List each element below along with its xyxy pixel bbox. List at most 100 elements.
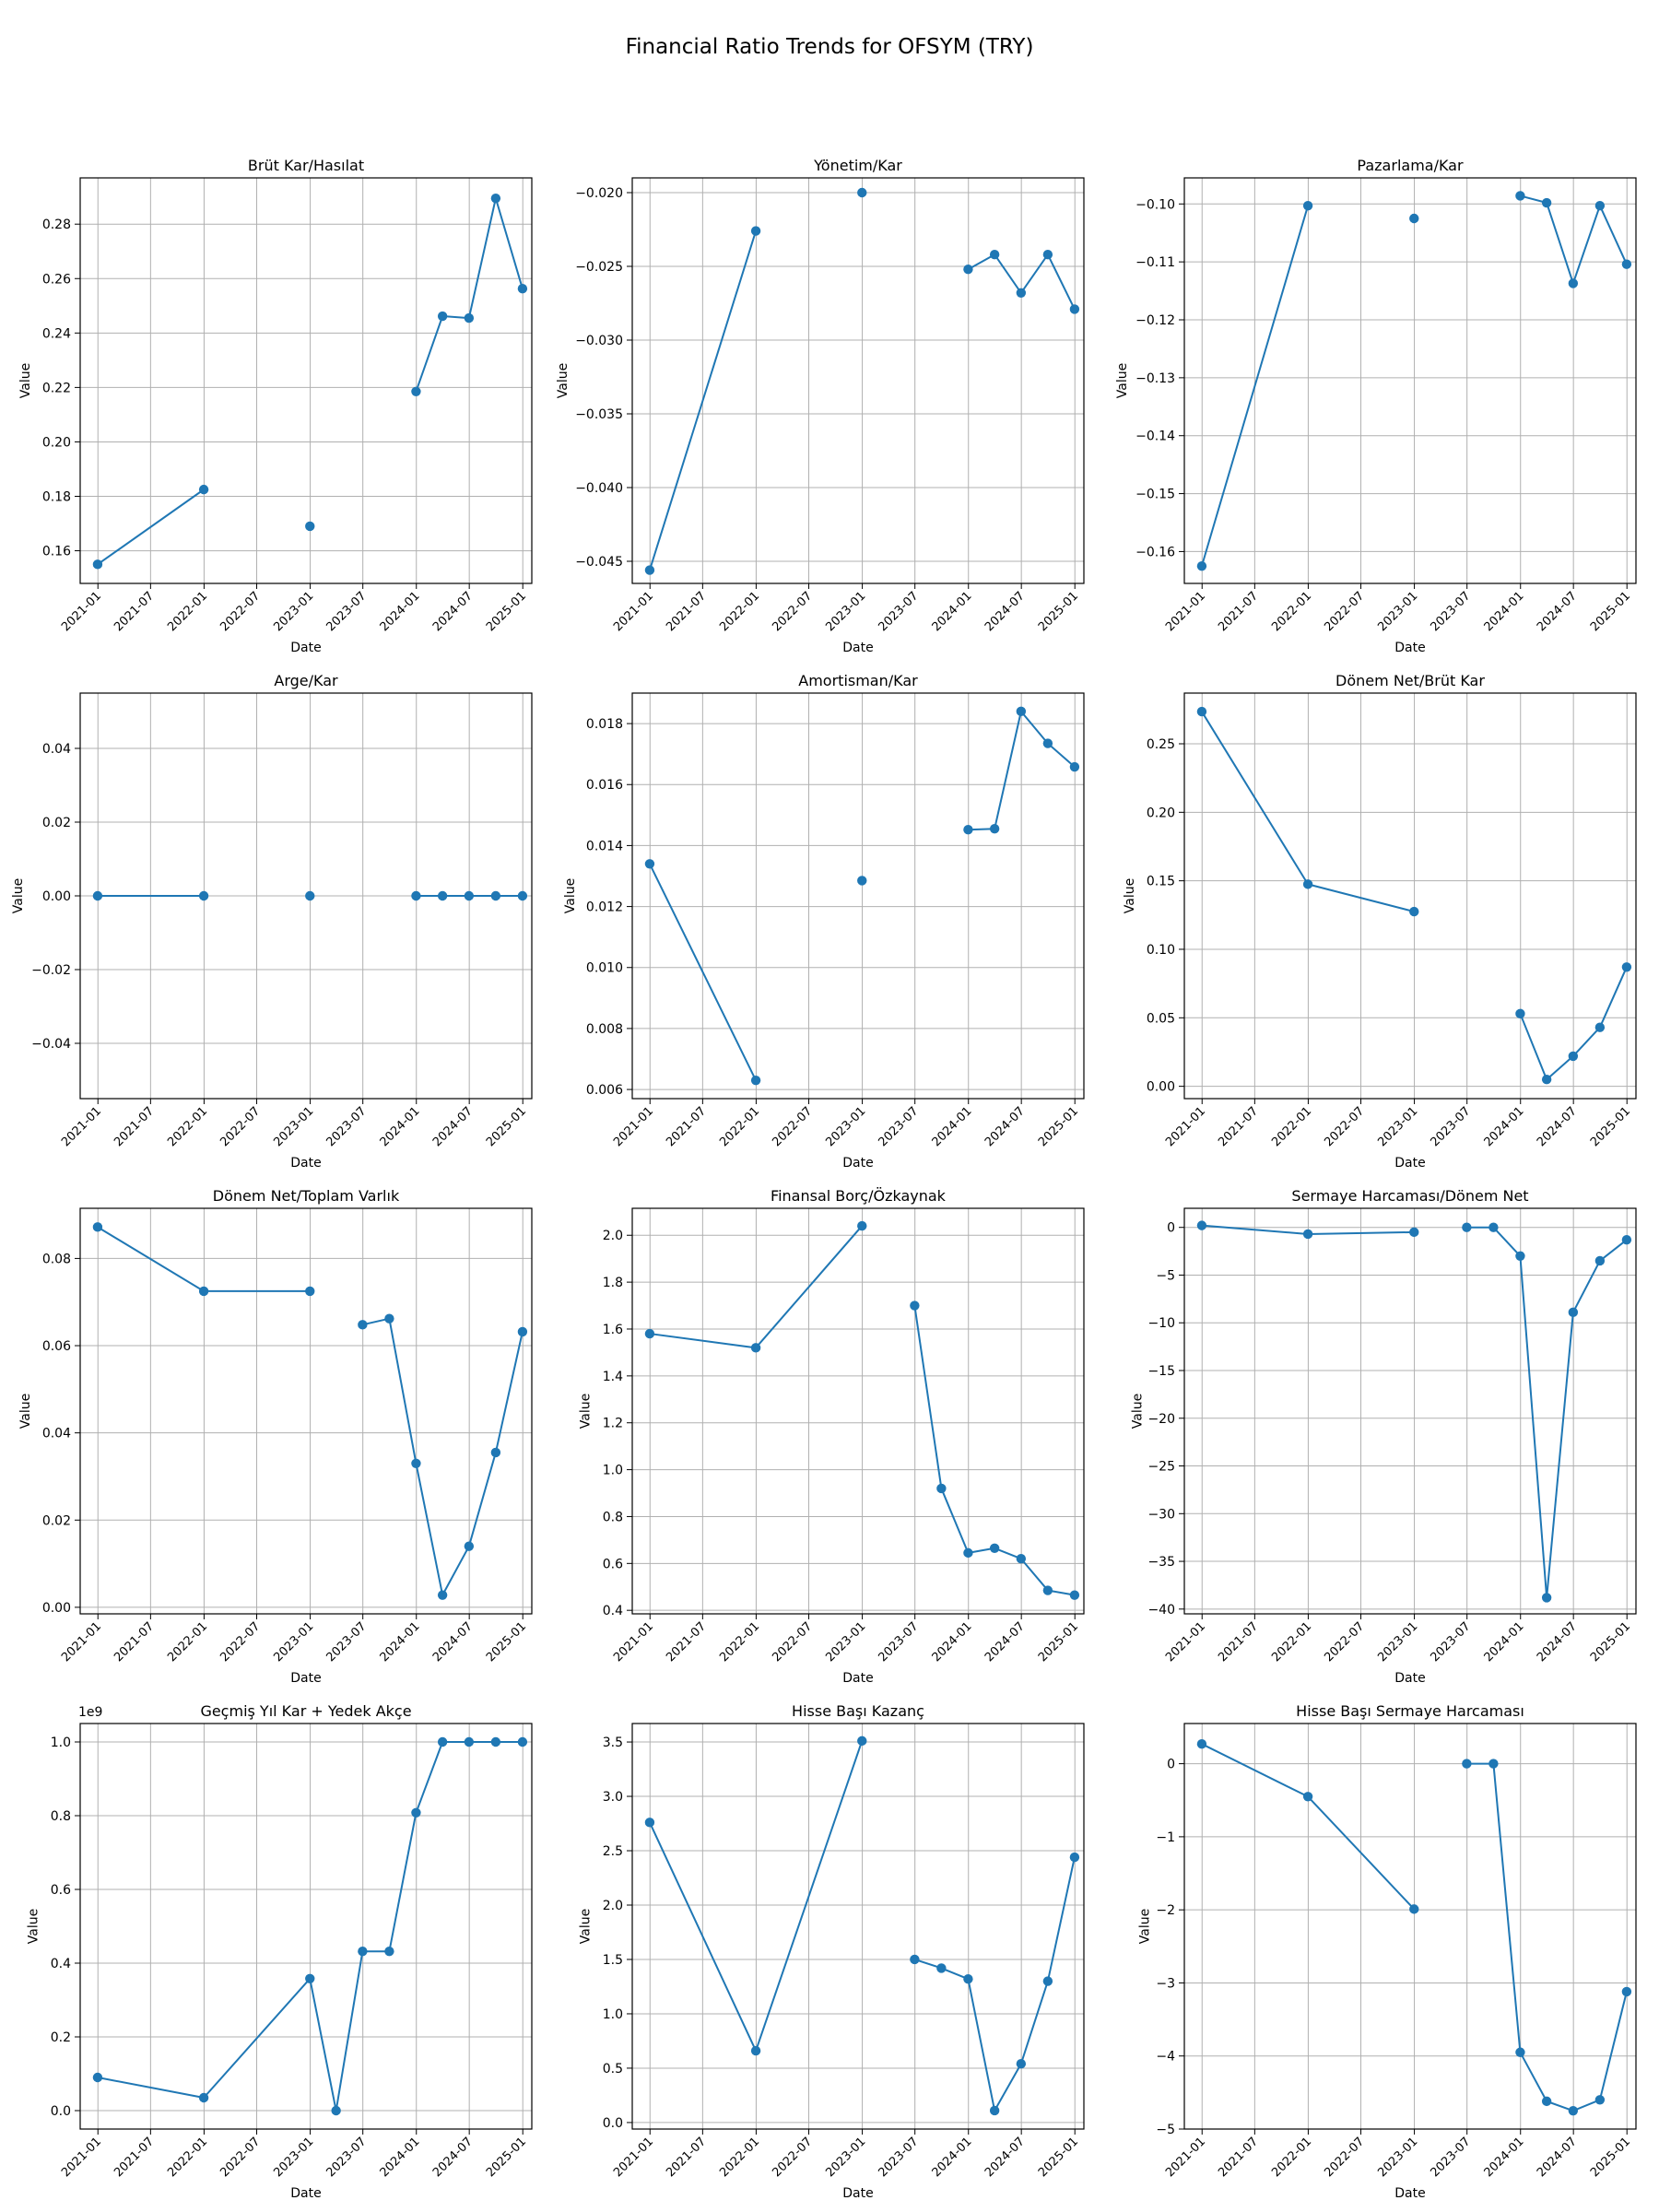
data-point [384, 1313, 394, 1324]
series-line-segment [1200, 205, 1310, 567]
data-point [857, 187, 867, 198]
x-tick-label: 2023-01 [1375, 2135, 1420, 2180]
y-tick-label: −2 [1156, 1903, 1175, 1918]
plot-frame [631, 1207, 1085, 1615]
x-tick-label: 2025-01 [1036, 1619, 1081, 1665]
series-line-segment [494, 1331, 524, 1453]
subplot-title: Brüt Kar/Hasılat [248, 157, 364, 174]
y-tick-label: 0.00 [1147, 1080, 1175, 1095]
data-point [331, 2105, 341, 2116]
y-tick-label: 0 [1167, 1758, 1175, 1772]
x-tick-label: 2022-01 [1269, 589, 1314, 634]
x-tick-label: 2022-01 [717, 589, 762, 634]
series-line-segment [1492, 1763, 1522, 2053]
y-tick-label: −0.11 [1135, 255, 1175, 270]
y-tick-label: 0.04 [42, 742, 71, 757]
data-point [1196, 706, 1207, 717]
x-tick-label: 2022-07 [770, 589, 815, 634]
x-tick-label: 2021-07 [112, 589, 157, 634]
data-point [1621, 962, 1632, 972]
data-point [1069, 1590, 1080, 1600]
data-point [1302, 1792, 1313, 1802]
y-axis-label: Value [1130, 1394, 1145, 1429]
x-tick-label: 2021-07 [1216, 1619, 1261, 1665]
series-line-segment [967, 1979, 996, 2112]
data-point [1568, 278, 1579, 288]
y-tick-label: 0.02 [42, 1513, 71, 1528]
data-point [464, 890, 475, 901]
data-point [411, 1458, 421, 1468]
series-line-segment [1546, 202, 1574, 284]
series-line-segment [441, 1546, 470, 1596]
x-tick-label: 2023-01 [1375, 589, 1420, 634]
data-point [1621, 1986, 1632, 1997]
x-tick-label: 2024-07 [982, 2135, 1028, 2180]
x-tick-label: 2024-07 [1535, 589, 1580, 634]
x-tick-label: 2021-07 [664, 1104, 709, 1149]
y-tick-label: 1.6 [603, 1323, 623, 1337]
x-tick-label: 2023-01 [823, 1104, 868, 1149]
series-line-segment [1307, 1795, 1415, 1911]
y-tick-label: 0.014 [586, 839, 623, 853]
y-tick-label: 0.018 [586, 717, 623, 732]
y-tick-label: −3 [1156, 1976, 1175, 1991]
x-tick-label: 2021-07 [112, 1104, 157, 1149]
data-point [989, 824, 1000, 834]
y-tick-label: 0.2 [51, 2030, 71, 2045]
data-point [198, 1286, 209, 1297]
series-line-segment [1201, 711, 1309, 885]
data-point [1016, 288, 1027, 298]
x-tick-label: 2022-07 [218, 589, 263, 634]
data-point [517, 283, 528, 294]
data-point [1515, 191, 1525, 201]
x-tick-label: 2023-01 [271, 1104, 316, 1149]
series-line-segment [203, 1978, 312, 2099]
x-tick-label: 2023-07 [324, 1619, 369, 1665]
series-line-segment [1598, 966, 1628, 1029]
x-tick-label: 2024-01 [1482, 589, 1527, 634]
series-line-segment [1598, 205, 1628, 265]
y-tick-label: 1.4 [603, 1370, 623, 1384]
y-tick-label: −0.14 [1135, 429, 1175, 444]
plot-frame [631, 1723, 1085, 2130]
x-tick-label: 2024-07 [430, 2135, 476, 2180]
series-line-segment [1519, 2052, 1548, 2102]
subplot-title: Dönem Net/Toplam Varlık [213, 1187, 400, 1205]
x-tick-label: 2024-01 [378, 1104, 423, 1149]
data-point [437, 1590, 448, 1600]
data-point [1069, 761, 1080, 772]
data-point [1621, 1234, 1632, 1245]
y-tick-label: 0.5 [603, 2062, 623, 2077]
y-tick-label: 0.0 [603, 2116, 623, 2131]
y-tick-label: 0.26 [42, 272, 71, 287]
y-tick-label: 0.006 [586, 1083, 623, 1098]
plot-frame [631, 692, 1085, 1100]
subplot: 2021-01 2021-07 2022-01 2022-07 2023-01 2023-… [11, 672, 533, 1171]
subplot-title: Dönem Net/Brüt Kar [1335, 672, 1485, 689]
x-tick-label: 2021-07 [112, 2135, 157, 2180]
subplot: 2021-01 2021-07 2022-01 2022-07 2023-01 2023-… [1123, 672, 1637, 1171]
series-line-segment [649, 1821, 758, 2052]
data-point [644, 1328, 655, 1339]
x-tick-label: 2023-07 [876, 1104, 921, 1149]
y-tick-label: −0.045 [575, 555, 623, 570]
series-line-segment [1599, 1239, 1628, 1262]
y-tick-label: 1.2 [603, 1417, 623, 1431]
data-point [1302, 879, 1313, 889]
y-tick-label: 0.04 [42, 1427, 71, 1441]
series-line-segment [1571, 205, 1601, 284]
x-tick-label: 2025-01 [1588, 589, 1633, 634]
y-tick-label: −0.030 [575, 334, 623, 348]
x-tick-label: 2024-07 [430, 1104, 476, 1149]
x-tick-label: 2024-01 [930, 1104, 975, 1149]
subplot-title: Hisse Başı Sermaye Harcaması [1296, 1702, 1524, 1720]
data-point [1196, 560, 1207, 571]
data-point [411, 890, 421, 901]
data-point [1541, 1593, 1552, 1603]
x-tick-label: 2021-01 [611, 589, 656, 634]
series-line-segment [415, 1463, 444, 1595]
y-tick-label: −0.16 [1135, 545, 1175, 559]
series-line-segment [415, 1741, 444, 1814]
series-line-segment [1020, 1558, 1049, 1592]
data-point [305, 521, 315, 532]
